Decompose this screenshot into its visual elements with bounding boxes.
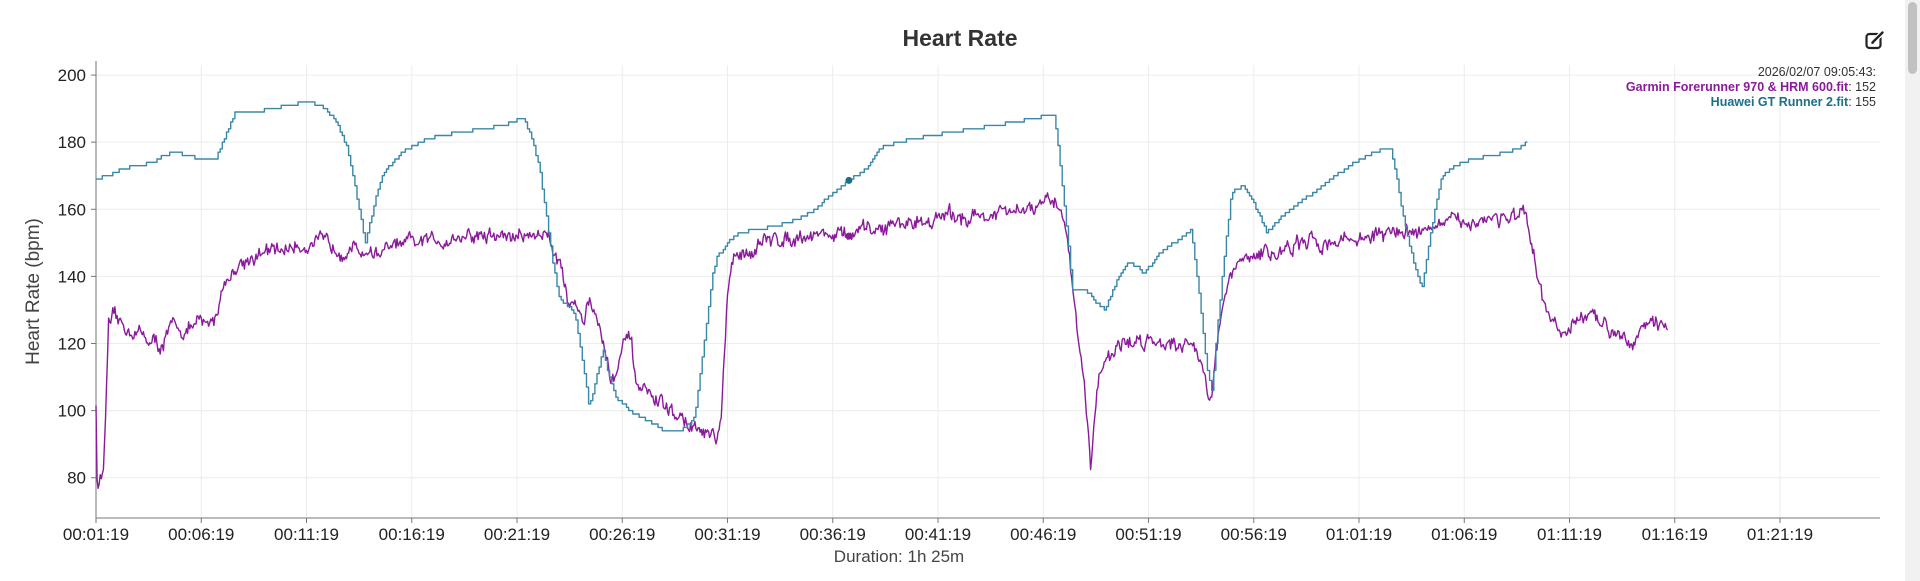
x-tick-label: 00:51:19: [1115, 525, 1181, 544]
x-tick-label: 00:21:19: [484, 525, 550, 544]
page-scrollbar[interactable]: [1905, 0, 1920, 581]
edit-icon-graphic: [1865, 31, 1884, 50]
edit-external-icon[interactable]: [1863, 28, 1887, 52]
y-tick-label: 100: [58, 402, 86, 421]
x-tick-label: 01:01:19: [1326, 525, 1392, 544]
x-tick-label: 00:16:19: [379, 525, 445, 544]
scrollbar-thumb[interactable]: [1908, 2, 1917, 74]
series-line-garmin: [95, 192, 1669, 489]
series-line-huawei: [96, 101, 1528, 432]
y-axis-title: Heart Rate (bpm): [23, 218, 44, 365]
x-tick-label: 00:11:19: [274, 525, 339, 544]
tooltip-timestamp: 2026/02/07 09:05:43:: [1757, 65, 1876, 79]
tooltip-entry-garmin: Garmin Forerunner 970 & HRM 600.fit: 152: [1626, 80, 1876, 95]
x-tick-label: 00:06:19: [168, 525, 234, 544]
x-tick-label: 01:06:19: [1431, 525, 1497, 544]
x-tick-label: 00:01:19: [63, 525, 129, 544]
x-tick-label: 00:46:19: [1010, 525, 1076, 544]
x-tick-label: 00:26:19: [589, 525, 655, 544]
x-tick-label: 00:56:19: [1221, 525, 1287, 544]
x-axis-title: Duration: 1h 25m: [834, 547, 964, 566]
x-tick-label: 01:11:19: [1537, 525, 1602, 544]
x-tick-label: 01:16:19: [1642, 525, 1708, 544]
hover-point-garmin: [845, 232, 853, 240]
hover-point-huawei: [845, 176, 853, 184]
tooltip-entry-huawei: Huawei GT Runner 2.fit: 155: [1626, 95, 1876, 110]
x-tick-label: 00:41:19: [905, 525, 971, 544]
y-tick-label: 120: [58, 335, 86, 354]
y-tick-label: 140: [58, 267, 86, 286]
y-tick-label: 160: [58, 200, 86, 219]
y-tick-label: 200: [58, 66, 86, 85]
chart-title: Heart Rate: [902, 25, 1018, 51]
tooltip-name-huawei: Huawei GT Runner 2.fit: [1710, 95, 1849, 109]
y-tick-label: 80: [67, 469, 86, 488]
tooltip-name-garmin: Garmin Forerunner 970 & HRM 600.fit: [1625, 80, 1849, 94]
y-tick-label: 180: [58, 133, 86, 152]
x-tick-label: 00:31:19: [694, 525, 760, 544]
tooltip-value-garmin: : 152: [1848, 80, 1876, 94]
hover-tooltip: 2026/02/07 09:05:43: Garmin Forerunner 9…: [1626, 65, 1876, 110]
x-tick-label: 00:36:19: [800, 525, 866, 544]
x-tick-label: 01:21:19: [1747, 525, 1813, 544]
tooltip-value-huawei: : 155: [1848, 95, 1876, 109]
